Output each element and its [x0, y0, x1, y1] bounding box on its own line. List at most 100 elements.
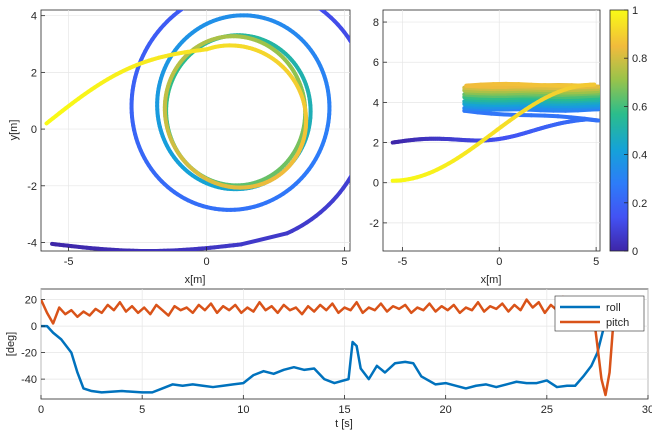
xy-segment — [185, 4, 189, 7]
xy-segment — [44, 118, 52, 126]
xy-segment — [369, 92, 370, 97]
xy-segment — [312, 3, 316, 6]
xy-ytick-label: -2 — [27, 181, 37, 193]
roll-pitch-tick-labels: 0 5 10 15 20 25 30 -40 -20 0 20 — [21, 295, 652, 416]
xy-segment — [366, 77, 367, 82]
colorbar-tick-label: 1 — [632, 5, 638, 17]
colorbar-ticks: 0 0.2 0.4 0.6 0.8 1 — [624, 5, 647, 258]
xy-segment — [239, 231, 289, 247]
xz-segment — [466, 82, 483, 88]
roll-pitch-axes: 0 5 10 15 20 25 30 -40 -20 0 20 t [s] [deg] roll p… — [5, 288, 652, 430]
xz-tick-labels: -5 0 5 -2 0 2 4 6 8 — [369, 17, 599, 268]
xz-segment — [478, 82, 496, 87]
xy-segment — [365, 72, 366, 77]
xy-segment — [318, 10, 321, 11]
colorbar-tick-label: 0.8 — [632, 53, 647, 65]
xy-segment — [367, 82, 368, 87]
colorbar-tick-label: 0.6 — [632, 101, 647, 113]
xy-segment — [353, 45, 355, 49]
series-pitch-line — [41, 295, 619, 397]
xy-segment — [369, 118, 370, 123]
xz-segment — [582, 116, 600, 123]
roll-pitch-xlabel: t [s] — [335, 418, 353, 430]
xz-trajectory-line — [390, 81, 600, 183]
roll-pitch-xtick-label: 5 — [139, 404, 145, 416]
xy-ytick-label: -4 — [27, 237, 37, 249]
xy-trajectory-axes: -5 0 5 -4 -2 0 2 4 x[m] y[m] — [8, 0, 370, 286]
xy-segment — [361, 150, 363, 155]
roll-pitch-grid — [40, 289, 649, 399]
roll-pitch-xtick-label: 20 — [440, 404, 452, 416]
xz-segment — [529, 82, 546, 88]
xy-segment — [355, 165, 357, 170]
xz-ytick-label: 8 — [373, 17, 379, 29]
xy-trajectory-line — [44, 0, 370, 251]
roll-pitch-ytick-label: -40 — [21, 374, 37, 386]
xy-segment — [368, 87, 369, 92]
roll-pitch-ytick-label: 0 — [31, 321, 37, 333]
xy-segment — [367, 129, 368, 134]
xy-segment — [189, 2, 193, 4]
xy-xtick-label: -5 — [64, 256, 74, 268]
legend-pitch-label: pitch — [606, 317, 629, 329]
xy-xtick-label: 0 — [203, 256, 209, 268]
xy-segment — [357, 53, 359, 58]
xy-segment — [355, 49, 357, 53]
xy-segment — [347, 174, 350, 181]
xz-ytick-label: 4 — [373, 97, 379, 109]
roll-pitch-xtick-label: 25 — [541, 404, 553, 416]
xy-segment — [361, 63, 363, 68]
xz-segment — [475, 110, 494, 116]
colorbar: 0 0.2 0.4 0.6 0.8 1 — [609, 5, 647, 258]
roll-pitch-xtick-label: 15 — [338, 404, 350, 416]
xz-ytick-label: -2 — [369, 218, 379, 230]
legend-roll-label: roll — [606, 302, 621, 314]
xy-segment — [368, 124, 369, 129]
xy-xlabel: x[m] — [185, 274, 206, 286]
xy-segment — [193, 0, 197, 2]
xy-segment — [357, 160, 359, 165]
xy-ytick-label: 4 — [31, 11, 37, 23]
xy-tick-labels: -5 0 5 -4 -2 0 2 4 — [27, 11, 347, 268]
roll-pitch-lines — [41, 295, 619, 397]
legend: roll pitch — [554, 295, 645, 332]
colorbar-gradient — [609, 9, 629, 252]
xy-xtick-label: 5 — [341, 256, 347, 268]
xz-plot-area — [382, 9, 601, 252]
xy-ylabel: y[m] — [8, 120, 20, 141]
xy-segment — [366, 134, 367, 139]
colorbar-tick-label: 0 — [632, 246, 638, 258]
xz-segment — [569, 115, 587, 121]
roll-pitch-ylabel: [deg] — [5, 332, 17, 356]
xz-ytick-label: 2 — [373, 138, 379, 150]
xz-segment — [555, 114, 574, 120]
xy-segment — [352, 169, 355, 174]
xz-ytick-label: 6 — [373, 57, 379, 69]
xy-segment — [360, 58, 362, 63]
roll-pitch-ytick-label: 20 — [25, 295, 37, 307]
xz-segment — [489, 111, 507, 117]
roll-pitch-xtick-label: 0 — [38, 404, 44, 416]
xz-xtick-label: -5 — [397, 256, 407, 268]
xz-segment — [516, 82, 534, 87]
xy-ytick-label: 0 — [31, 124, 37, 136]
legend-box — [554, 295, 645, 332]
colorbar-tick-label: 0.4 — [632, 150, 647, 162]
xz-xtick-label: 0 — [496, 256, 502, 268]
roll-pitch-xtick-label: 30 — [642, 404, 652, 416]
xy-segment — [363, 67, 365, 72]
xy-segment — [359, 155, 361, 160]
xz-xtick-label: 5 — [593, 256, 599, 268]
xz-trajectory-axes: -5 0 5 -2 0 2 4 6 8 x[m] — [369, 9, 601, 286]
xy-ytick-label: 2 — [31, 67, 37, 79]
xy-segment — [303, 0, 307, 1]
colorbar-tick-label: 0.2 — [632, 198, 647, 210]
series-roll-line — [41, 314, 617, 394]
xy-segment — [348, 38, 350, 45]
xy-segment — [307, 1, 311, 3]
xy-segment — [363, 144, 365, 149]
xz-ytick-label: 0 — [373, 178, 379, 190]
xy-segment — [365, 139, 366, 144]
roll-pitch-xtick-label: 10 — [237, 404, 249, 416]
